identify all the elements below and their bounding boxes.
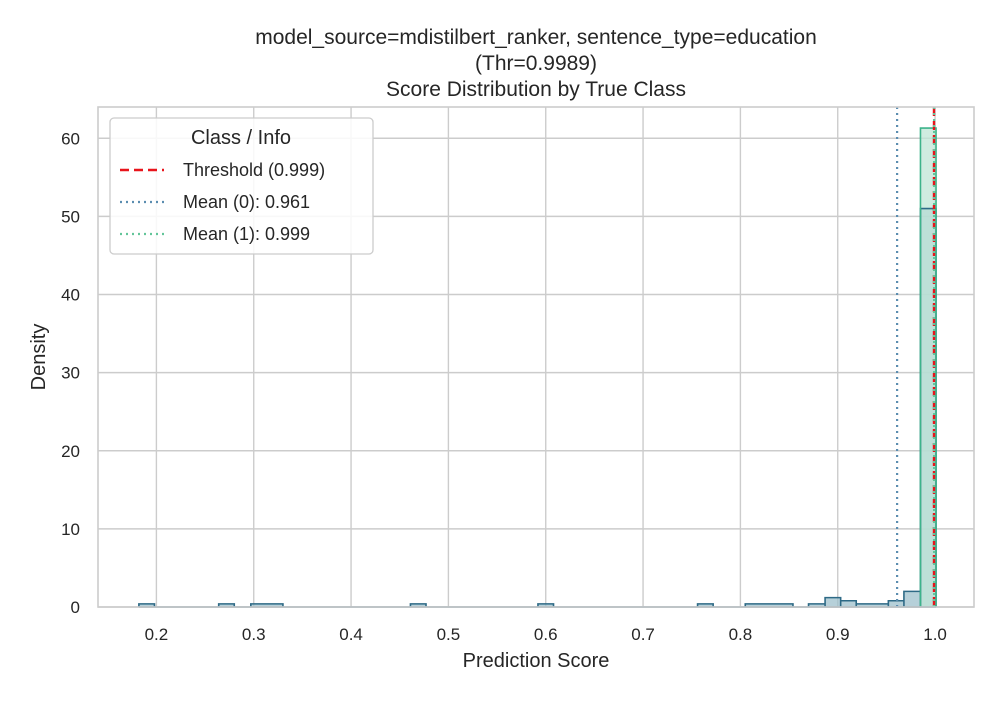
bar-class-0-3: [410, 603, 427, 607]
step-outline-class-0: [138, 207, 937, 607]
y-tick-label-3: 30: [61, 364, 80, 383]
legend-box: [109, 117, 374, 255]
y-tick-label-1: 10: [61, 520, 80, 539]
x-tick-label-0: 0.2: [145, 625, 169, 644]
x-tick-label-1: 0.3: [242, 625, 266, 644]
histogram-bars: [138, 127, 937, 608]
y-tick-label-6: 60: [61, 129, 80, 148]
legend-label-mean-1: Mean (1): 0.999: [183, 224, 310, 244]
bar-class-1-0: [920, 128, 937, 607]
bar-class-0-5: [697, 603, 714, 607]
bar-class-0-0: [138, 603, 155, 607]
chart-title-line-3: Score Distribution by True Class: [386, 78, 686, 101]
bar-class-0-11: [888, 600, 904, 607]
y-axis-ticks: 0 10 20 30 40 50 60: [61, 129, 80, 617]
x-axis-ticks: 0.2 0.3 0.4 0.5 0.6 0.7 0.8 0.9 1.0: [145, 625, 947, 644]
legend-title: Class / Info: [191, 127, 291, 149]
y-tick-label-4: 40: [61, 286, 80, 305]
x-tick-label-8: 1.0: [923, 625, 947, 644]
y-tick-label-5: 50: [61, 207, 80, 226]
legend: Class / Info Threshold (0.999) Mean (0):…: [109, 117, 374, 255]
bar-class-0-8: [825, 597, 841, 607]
x-tick-label-2: 0.4: [339, 625, 363, 644]
grid: [98, 107, 974, 608]
chart-title-line-2: (Thr=0.9989): [475, 52, 597, 75]
bar-class-0-1: [218, 603, 235, 607]
bar-class-0-4: [537, 603, 554, 607]
bar-class-0-12: [903, 591, 921, 607]
legend-label-mean-0: Mean (0): 0.961: [183, 192, 310, 212]
y-tick-label-2: 20: [61, 442, 80, 461]
bar-class-0-6: [745, 603, 793, 607]
plot-frame: [97, 106, 975, 608]
bar-class-0-7: [808, 603, 826, 607]
step-outline-class-1: [919, 127, 937, 607]
legend-label-threshold: Threshold (0.999): [183, 160, 325, 180]
x-tick-label-5: 0.7: [631, 625, 655, 644]
x-tick-label-6: 0.8: [729, 625, 753, 644]
chart-title-line-1: model_source=mdistilbert_ranker, sentenc…: [255, 26, 817, 49]
bar-class-0-9: [840, 600, 857, 607]
bar-class-0-2: [250, 603, 283, 607]
x-tick-label-3: 0.5: [437, 625, 461, 644]
bar-class-0-10: [856, 603, 889, 607]
y-axis-label: Density: [28, 324, 50, 391]
x-tick-label-4: 0.6: [534, 625, 558, 644]
y-tick-label-0: 0: [71, 598, 80, 617]
x-tick-label-7: 0.9: [826, 625, 850, 644]
x-axis-label: Prediction Score: [463, 650, 610, 672]
